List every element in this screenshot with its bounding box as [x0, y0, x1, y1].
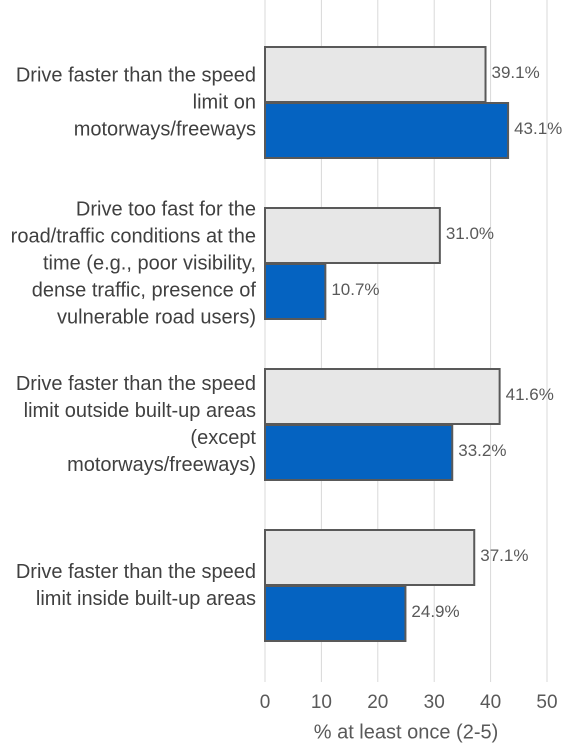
- bar: [264, 263, 327, 320]
- bar: [264, 529, 476, 586]
- x-tick-label: 40: [480, 692, 501, 713]
- bar: [264, 207, 441, 264]
- value-label: 31.0%: [446, 224, 494, 243]
- value-label: 39.1%: [492, 63, 540, 82]
- value-label: 37.1%: [480, 546, 528, 565]
- x-tick-label: 50: [536, 692, 557, 713]
- bar: [264, 585, 407, 642]
- bar: [264, 424, 454, 481]
- bar: [264, 46, 487, 103]
- value-label: 33.2%: [458, 441, 506, 460]
- category-label: Drive faster than the speed limit on mot…: [15, 64, 256, 141]
- bar: [264, 102, 510, 159]
- value-label: 43.1%: [514, 119, 562, 138]
- value-label: 41.6%: [506, 385, 554, 404]
- x-tick-label: 10: [311, 692, 332, 713]
- value-label: 24.9%: [411, 602, 459, 621]
- x-tick-label: 0: [260, 692, 271, 713]
- x-axis-label: % at least once (2-5): [314, 721, 499, 743]
- category-label: Drive too fast for the road/traffic cond…: [10, 198, 256, 329]
- bar: [264, 368, 501, 425]
- x-tick-label: 20: [367, 692, 388, 713]
- category-label: Drive faster than the speed limit outsid…: [15, 373, 256, 476]
- x-tick-label: 30: [424, 692, 445, 713]
- category-label: Drive faster than the speed limit inside…: [15, 561, 256, 610]
- value-label: 10.7%: [331, 280, 379, 299]
